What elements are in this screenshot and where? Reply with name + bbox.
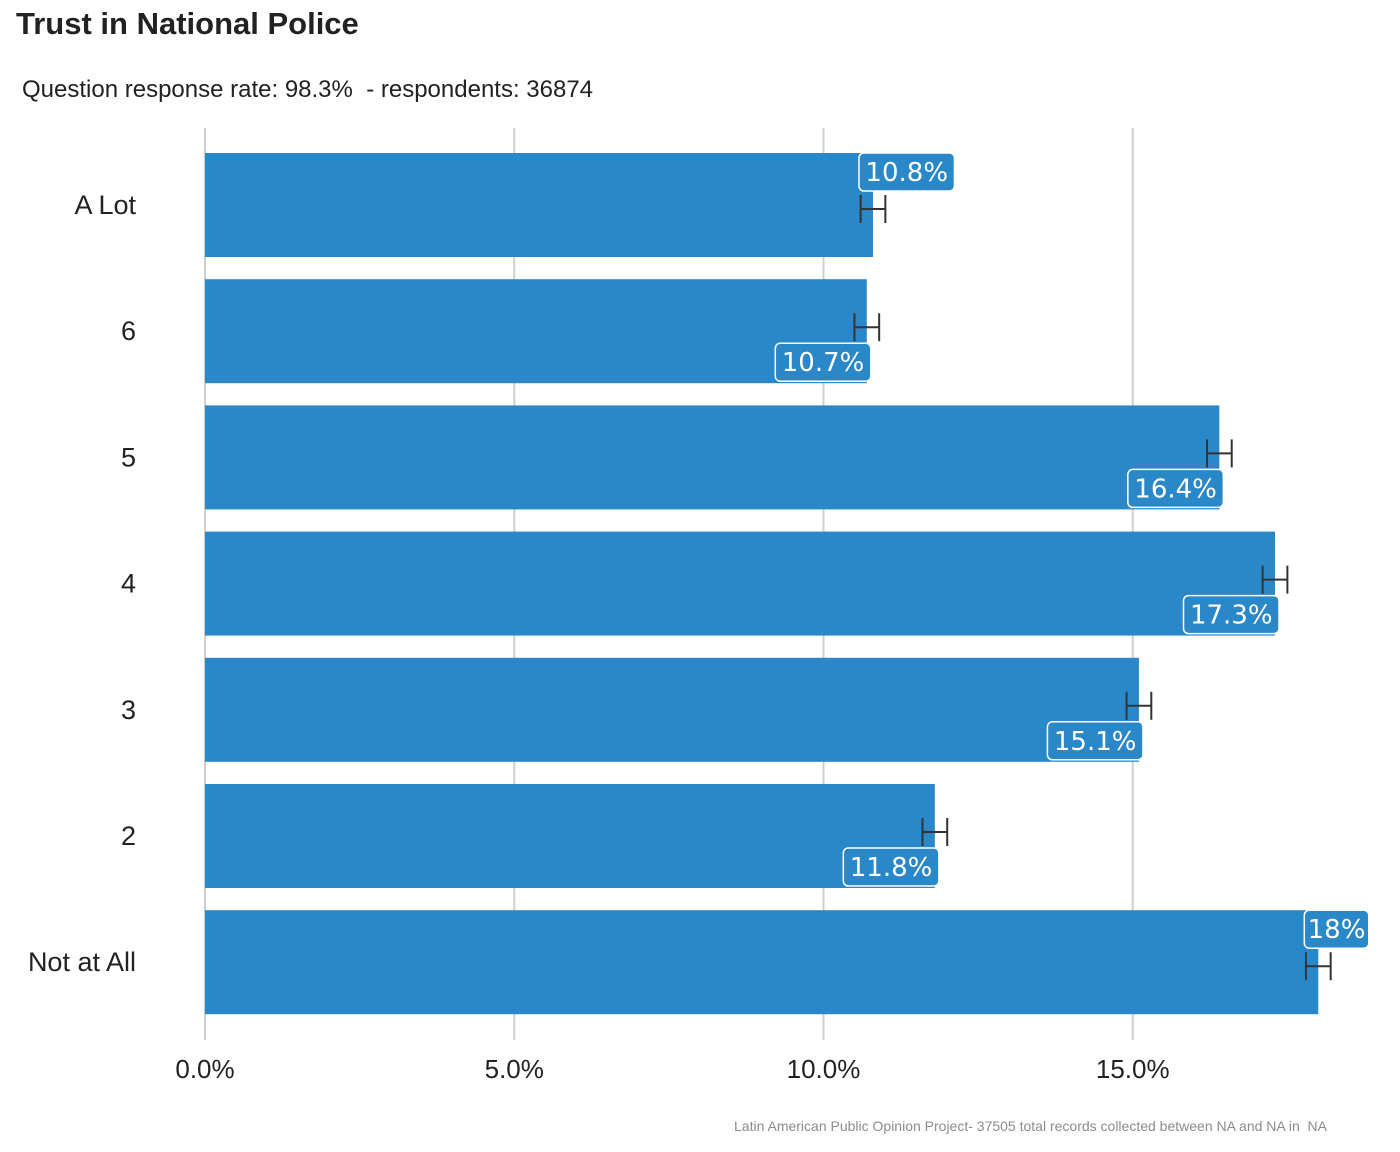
svg-text:16.4%: 16.4% xyxy=(1134,474,1217,504)
svg-text:18%: 18% xyxy=(1308,915,1366,945)
chart-title: Trust in National Police xyxy=(16,6,359,41)
x-tick-label: 5.0% xyxy=(485,1054,544,1084)
error-bar xyxy=(859,195,887,223)
value-label: 16.4% xyxy=(1127,468,1225,509)
category-label: 5 xyxy=(121,442,136,472)
bar xyxy=(205,405,1220,510)
error-bar xyxy=(1261,565,1289,594)
value-axis: 0.0% 5.0% 10.0% 15.0% xyxy=(175,1054,1169,1084)
category-axis: A Lot 6 5 4 3 2 Not at All xyxy=(28,190,137,977)
value-label: 15.1% xyxy=(1046,721,1144,761)
bar xyxy=(205,910,1319,1015)
bars xyxy=(205,153,1319,1015)
x-tick-label: 10.0% xyxy=(787,1054,861,1084)
svg-text:11.8%: 11.8% xyxy=(850,853,933,883)
value-label: 18% xyxy=(1303,909,1370,949)
category-label: 6 xyxy=(121,316,136,346)
error-bar xyxy=(1304,952,1332,981)
svg-text:17.3%: 17.3% xyxy=(1190,601,1273,631)
category-label: 2 xyxy=(121,821,136,851)
value-label: 11.8% xyxy=(842,847,940,887)
category-label: 3 xyxy=(121,695,136,725)
error-bar xyxy=(1205,439,1233,468)
error-bar xyxy=(853,313,881,342)
chart-subtitle: Question response rate: 98.3% - responde… xyxy=(22,76,594,103)
bar xyxy=(205,531,1276,636)
error-bar xyxy=(921,818,949,846)
x-tick-label: 0.0% xyxy=(175,1054,234,1084)
svg-text:10.7%: 10.7% xyxy=(782,348,865,378)
error-bars xyxy=(853,195,1332,981)
value-label: 10.7% xyxy=(774,342,872,382)
value-labels: 10.8% 10.7% 16.4% 17.3% 15.1% 11.8% 18% xyxy=(774,152,1370,949)
bar xyxy=(205,279,867,384)
value-label: 17.3% xyxy=(1182,594,1280,635)
category-label: A Lot xyxy=(74,190,136,220)
svg-text:10.8%: 10.8% xyxy=(865,158,948,188)
chart-caption: Latin American Public Opinion Project- 3… xyxy=(734,1118,1327,1134)
bar xyxy=(205,153,873,257)
svg-text:15.1%: 15.1% xyxy=(1054,727,1137,757)
error-bar xyxy=(1125,691,1153,720)
bar xyxy=(205,657,1139,762)
bar xyxy=(205,784,935,888)
x-tick-label: 15.0% xyxy=(1096,1054,1170,1084)
category-label: Not at All xyxy=(28,947,136,977)
value-label: 10.8% xyxy=(858,152,956,192)
category-label: 4 xyxy=(121,569,136,599)
